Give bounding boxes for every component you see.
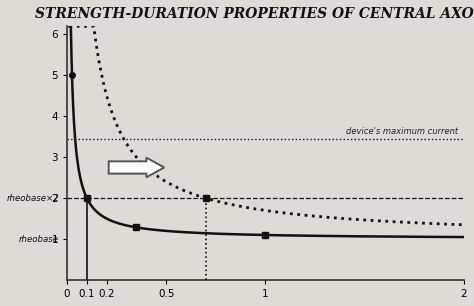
Text: rheobase×2: rheobase×2 [6,194,59,203]
FancyArrow shape [109,158,164,177]
Text: device's maximum current: device's maximum current [346,127,458,136]
Text: rheobase: rheobase [19,235,59,244]
Title: STRENGTH-DURATION PROPERTIES OF CENTRAL AXONS: STRENGTH-DURATION PROPERTIES OF CENTRAL … [35,7,474,21]
